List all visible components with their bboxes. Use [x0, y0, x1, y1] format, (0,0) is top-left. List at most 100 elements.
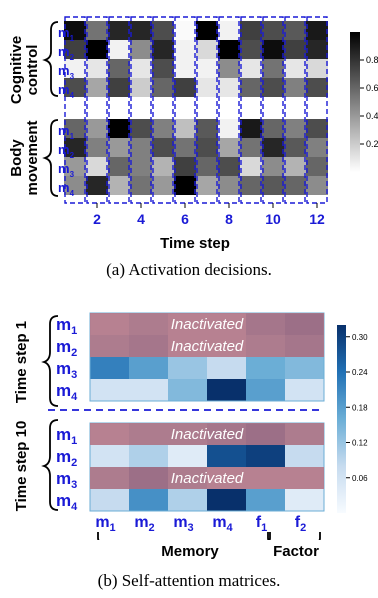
heatmap-cell	[168, 445, 207, 467]
x-axis-ticks: 2 4 6 8 10 12	[93, 203, 325, 227]
heatmap-cell	[246, 445, 285, 467]
heatmap-cell	[284, 138, 306, 157]
heatmap-cell	[64, 176, 86, 195]
heatmap-cell	[152, 78, 174, 97]
column-label: m1	[95, 514, 115, 534]
x-tick-label: 12	[309, 211, 325, 227]
column-label: m3	[173, 514, 193, 534]
heatmap-cell	[168, 489, 207, 511]
column-label: m4	[212, 514, 233, 534]
heatmap-cell	[262, 157, 284, 176]
inactivated-label: Inactivated	[171, 338, 244, 355]
group-label-factor: Factor	[273, 543, 319, 560]
inactivated-label: Inactivated	[171, 316, 244, 333]
heatmap-cell	[86, 40, 108, 59]
gray-colorbar-ticks: 0.8 0.6 0.4 0.2	[360, 55, 378, 149]
heatmap-cell	[108, 59, 130, 78]
heatmap-cell	[174, 138, 196, 157]
heatmap-cell	[174, 59, 196, 78]
inactivated-label: Inactivated	[171, 470, 244, 487]
heatmap-cell	[130, 176, 152, 195]
heatmap-cell	[240, 21, 262, 40]
heatmap-cell	[130, 40, 152, 59]
heatmap-cell	[218, 40, 240, 59]
heatmap-cell	[284, 157, 306, 176]
column-labels-b: m1 m2 m3 m4 f1 f2	[95, 514, 306, 534]
heatmap-cell	[207, 357, 246, 379]
time-step-box	[152, 16, 174, 204]
time-step-box	[240, 16, 262, 204]
heatmap-cell	[262, 59, 284, 78]
group-label-body-line2: movement	[24, 120, 41, 195]
heatmap-cell	[108, 40, 130, 59]
heatmap-cell	[207, 445, 246, 467]
row-label: m2	[56, 447, 77, 469]
heatmap-cell	[130, 157, 152, 176]
heatmap-cell	[64, 138, 86, 157]
heatmap-cell	[108, 78, 130, 97]
group-label-cognitive-line1: Cognitive	[8, 36, 25, 104]
heatmap-cell	[285, 379, 324, 401]
heatmap-cell	[262, 176, 284, 195]
heatmap-cell	[218, 119, 240, 138]
inactivated-row	[90, 335, 324, 357]
heatmap-cell	[130, 138, 152, 157]
group-label-memory: Memory	[161, 543, 219, 560]
colorbar-tick-label: 0.06	[352, 474, 368, 483]
row-label: m1	[56, 425, 77, 447]
heatmap-cell	[152, 176, 174, 195]
time-step-box	[64, 16, 86, 204]
brace-body	[42, 119, 59, 197]
heatmap-cell	[90, 489, 129, 511]
heatmap-cell	[86, 119, 108, 138]
heatmap-cell	[306, 21, 328, 40]
heatmap-cell	[218, 157, 240, 176]
heatmap-cell	[86, 78, 108, 97]
colorbar-tick-label: 0.4	[366, 111, 378, 121]
brace-time-step-10	[41, 419, 59, 511]
heatmap-cell	[285, 357, 324, 379]
heatmap-cell	[168, 357, 207, 379]
heatmap-cell	[207, 379, 246, 401]
gray-colorbar	[350, 32, 360, 172]
heatmap-cell	[130, 78, 152, 97]
colorbar-tick-label: 0.12	[352, 439, 368, 448]
heatmap-cell	[64, 21, 86, 40]
heatmap-cell	[218, 78, 240, 97]
x-tick-label: 6	[181, 211, 189, 227]
heatmap-cell	[284, 40, 306, 59]
heatmap-cell	[306, 59, 328, 78]
cognitive-control-heatmap	[64, 21, 328, 97]
x-tick-label: 10	[265, 211, 281, 227]
heatmap-cell	[152, 59, 174, 78]
heatmap-cell	[152, 138, 174, 157]
x-tick-label: 4	[137, 211, 145, 227]
heatmap-cell	[130, 21, 152, 40]
colorbar-tick-label: 0.24	[352, 368, 368, 377]
row-label: m3	[56, 469, 77, 491]
group-label-body-line1: Body	[8, 139, 25, 177]
heatmap-cell	[262, 40, 284, 59]
heatmap-cell	[246, 489, 285, 511]
heatmap-cell	[240, 59, 262, 78]
heatmap-cell	[108, 138, 130, 157]
heatmap-cell	[262, 78, 284, 97]
heatmap-cell	[196, 21, 218, 40]
row-label: m3	[56, 359, 77, 381]
heatmap-cell	[240, 176, 262, 195]
heatmap-cell	[130, 59, 152, 78]
heatmap-cell	[90, 379, 129, 401]
heatmap-cell	[196, 138, 218, 157]
heatmap-cell	[90, 357, 129, 379]
heatmap-cell	[90, 445, 129, 467]
x-tick-label: 8	[225, 211, 233, 227]
heatmap-cell	[64, 40, 86, 59]
column-label: m2	[134, 514, 154, 534]
heatmap-cell	[130, 119, 152, 138]
inactivated-overlays: Inactivated Inactivated Inactivated Inactiv…	[90, 313, 324, 489]
heatmap-cell	[86, 138, 108, 157]
heatmap-cell	[306, 157, 328, 176]
brace-cognitive	[42, 21, 59, 97]
heatmap-cell	[218, 59, 240, 78]
